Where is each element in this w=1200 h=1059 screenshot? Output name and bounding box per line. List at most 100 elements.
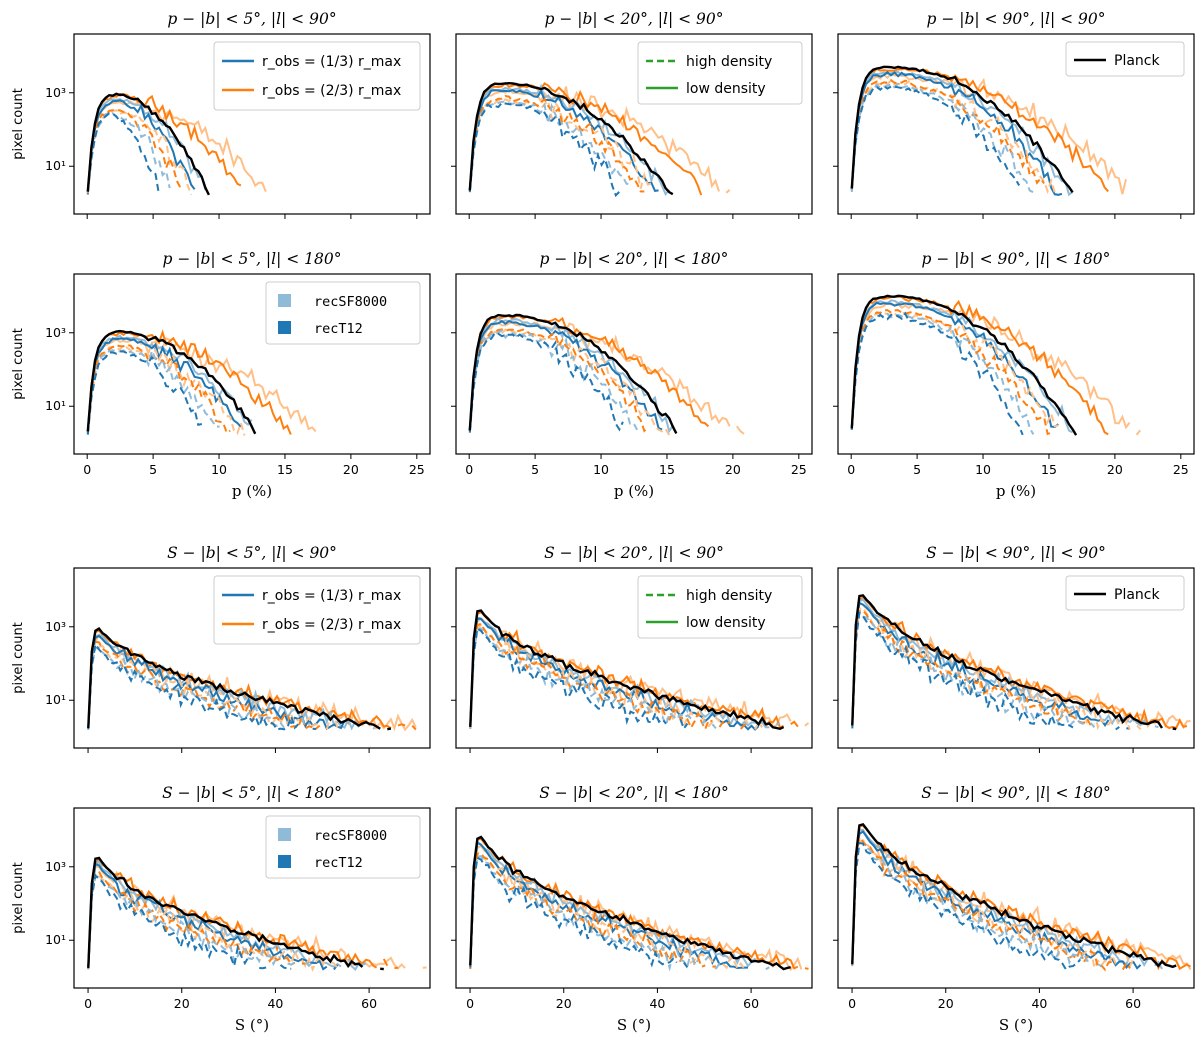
x-tick-label: 20	[343, 462, 359, 477]
legend-label-robs13: r_obs = (1/3) r_max	[262, 54, 401, 70]
x-tick-label: 0	[466, 996, 474, 1011]
x-axis-label: S (°)	[235, 1016, 269, 1034]
legend-box	[265, 815, 421, 879]
series-line-1	[852, 74, 1133, 195]
panel-title: p − |b| < 90°, |l| < 90°	[926, 10, 1105, 28]
x-tick-label: 15	[659, 462, 675, 477]
y-tick-label: 10¹	[45, 398, 66, 413]
legend-swatch-recT12	[278, 321, 291, 334]
panel-curves	[851, 823, 1192, 972]
series-line-planck	[469, 835, 791, 971]
x-axis-label: S (°)	[617, 1016, 651, 1034]
series-line-7	[86, 111, 171, 193]
x-axis-label: S (°)	[999, 1016, 1033, 1034]
series-line-6	[468, 95, 645, 193]
x-tick-label: 5	[149, 462, 157, 477]
y-tick-label: 10¹	[45, 158, 66, 173]
legend-label-robs23: r_obs = (2/3) r_max	[262, 617, 401, 633]
x-tick-label: 25	[409, 462, 425, 477]
series-line-2	[851, 824, 1192, 971]
panel-curves	[468, 315, 745, 436]
x-tick-label: 0	[83, 462, 91, 477]
series-line-planck	[850, 65, 1074, 193]
panel-8: S − |b| < 20°, |l| < 90° high density low …	[451, 544, 813, 753]
panel-5: p − |b| < 20°, |l| < 180° 0 5 10 15 20 25 p (%)	[451, 250, 813, 500]
series-line-2	[470, 316, 716, 431]
series-line-4	[468, 319, 663, 432]
series-line-4	[86, 337, 242, 433]
panel-curves	[86, 92, 267, 196]
legend-box	[1065, 575, 1185, 611]
panel-frame	[837, 807, 1195, 989]
x-tick-label: 0	[847, 462, 855, 477]
y-tick-label: 10³	[45, 325, 66, 340]
panel-1: p − |b| < 5°, |l| < 90° 10³ 10¹ pixel count…	[11, 10, 431, 219]
series-line-planck	[87, 856, 384, 971]
panel-frame	[73, 33, 431, 215]
legend-label-high-density: high density	[686, 588, 772, 604]
panel-curves	[87, 856, 427, 971]
y-axis-label: pixel count	[11, 88, 26, 160]
x-tick-label: 20	[556, 996, 572, 1011]
series-line-8	[87, 641, 317, 731]
legend-box	[265, 281, 421, 345]
x-tick-label: 10	[975, 462, 991, 477]
legend-label-high-density: high density	[686, 54, 772, 70]
panel-title: p − |b| < 5°, |l| < 90°	[167, 10, 336, 28]
legend-label-planck: Planck	[1114, 587, 1160, 603]
series-line-5	[850, 311, 1059, 430]
x-tick-label: 60	[1125, 996, 1141, 1011]
y-tick-label: 10¹	[45, 692, 66, 707]
series-line-6	[468, 328, 649, 433]
panel-frame	[837, 33, 1195, 215]
legend-swatch-recSF8000	[278, 294, 291, 307]
panel-frame	[837, 567, 1195, 749]
y-tick-label: 10³	[45, 85, 66, 100]
legend-swatch-recT12	[278, 855, 291, 868]
series-line-6	[851, 834, 1131, 972]
x-tick-label: 60	[361, 996, 377, 1011]
series-line-5	[850, 79, 1056, 194]
legend-label-planck: Planck	[1114, 53, 1160, 69]
x-tick-label: 15	[277, 462, 293, 477]
series-line-8	[469, 626, 689, 731]
panel-title: p − |b| < 20°, |l| < 180°	[540, 250, 729, 268]
series-line-5	[468, 97, 656, 193]
legend-box	[637, 41, 803, 105]
panel-3: p − |b| < 90°, |l| < 90° Planck	[833, 10, 1195, 219]
legend-swatch-recSF8000	[278, 828, 291, 841]
x-tick-label: 20	[938, 996, 954, 1011]
x-tick-label: 0	[84, 996, 92, 1011]
series-line-planck	[851, 823, 1177, 969]
legend-box	[1065, 41, 1185, 77]
series-line-6	[850, 78, 1045, 192]
legend-label-robs23: r_obs = (2/3) r_max	[262, 83, 401, 99]
series-line-5	[86, 109, 193, 196]
x-tick-label: 10	[211, 462, 227, 477]
series-line-planck	[86, 92, 210, 196]
series-line-5	[468, 328, 671, 436]
series-line-6	[86, 109, 182, 194]
panel-curves	[851, 594, 1191, 731]
series-line-planck	[87, 627, 392, 731]
panel-frame	[73, 807, 431, 989]
x-tick-label: 20	[1107, 462, 1123, 477]
panel-10: S − |b| < 5°, |l| < 180° 10³ 10¹ pixel coun…	[11, 784, 431, 1034]
panel-11: S − |b| < 20°, |l| < 180° 0 20 40 60 S (°)	[451, 784, 813, 1034]
series-line-planck	[851, 594, 1177, 731]
series-line-8	[86, 112, 160, 195]
x-tick-label: 20	[725, 462, 741, 477]
series-line-planck	[469, 609, 785, 731]
y-axis-label: pixel count	[11, 622, 26, 694]
x-tick-label: 25	[791, 462, 807, 477]
y-tick-label: 10¹	[45, 932, 66, 947]
panel-frame	[455, 807, 813, 989]
panel-curves	[850, 294, 1141, 436]
x-tick-label: 40	[267, 996, 283, 1011]
panel-frame	[455, 567, 813, 749]
series-line-planck	[850, 294, 1078, 436]
legend-label-recSF8000: recSF8000	[314, 294, 387, 310]
series-line-4	[850, 301, 1059, 430]
panel-12: S − |b| < 90°, |l| < 180° 0 20 40 60 S (°)	[833, 784, 1195, 1034]
